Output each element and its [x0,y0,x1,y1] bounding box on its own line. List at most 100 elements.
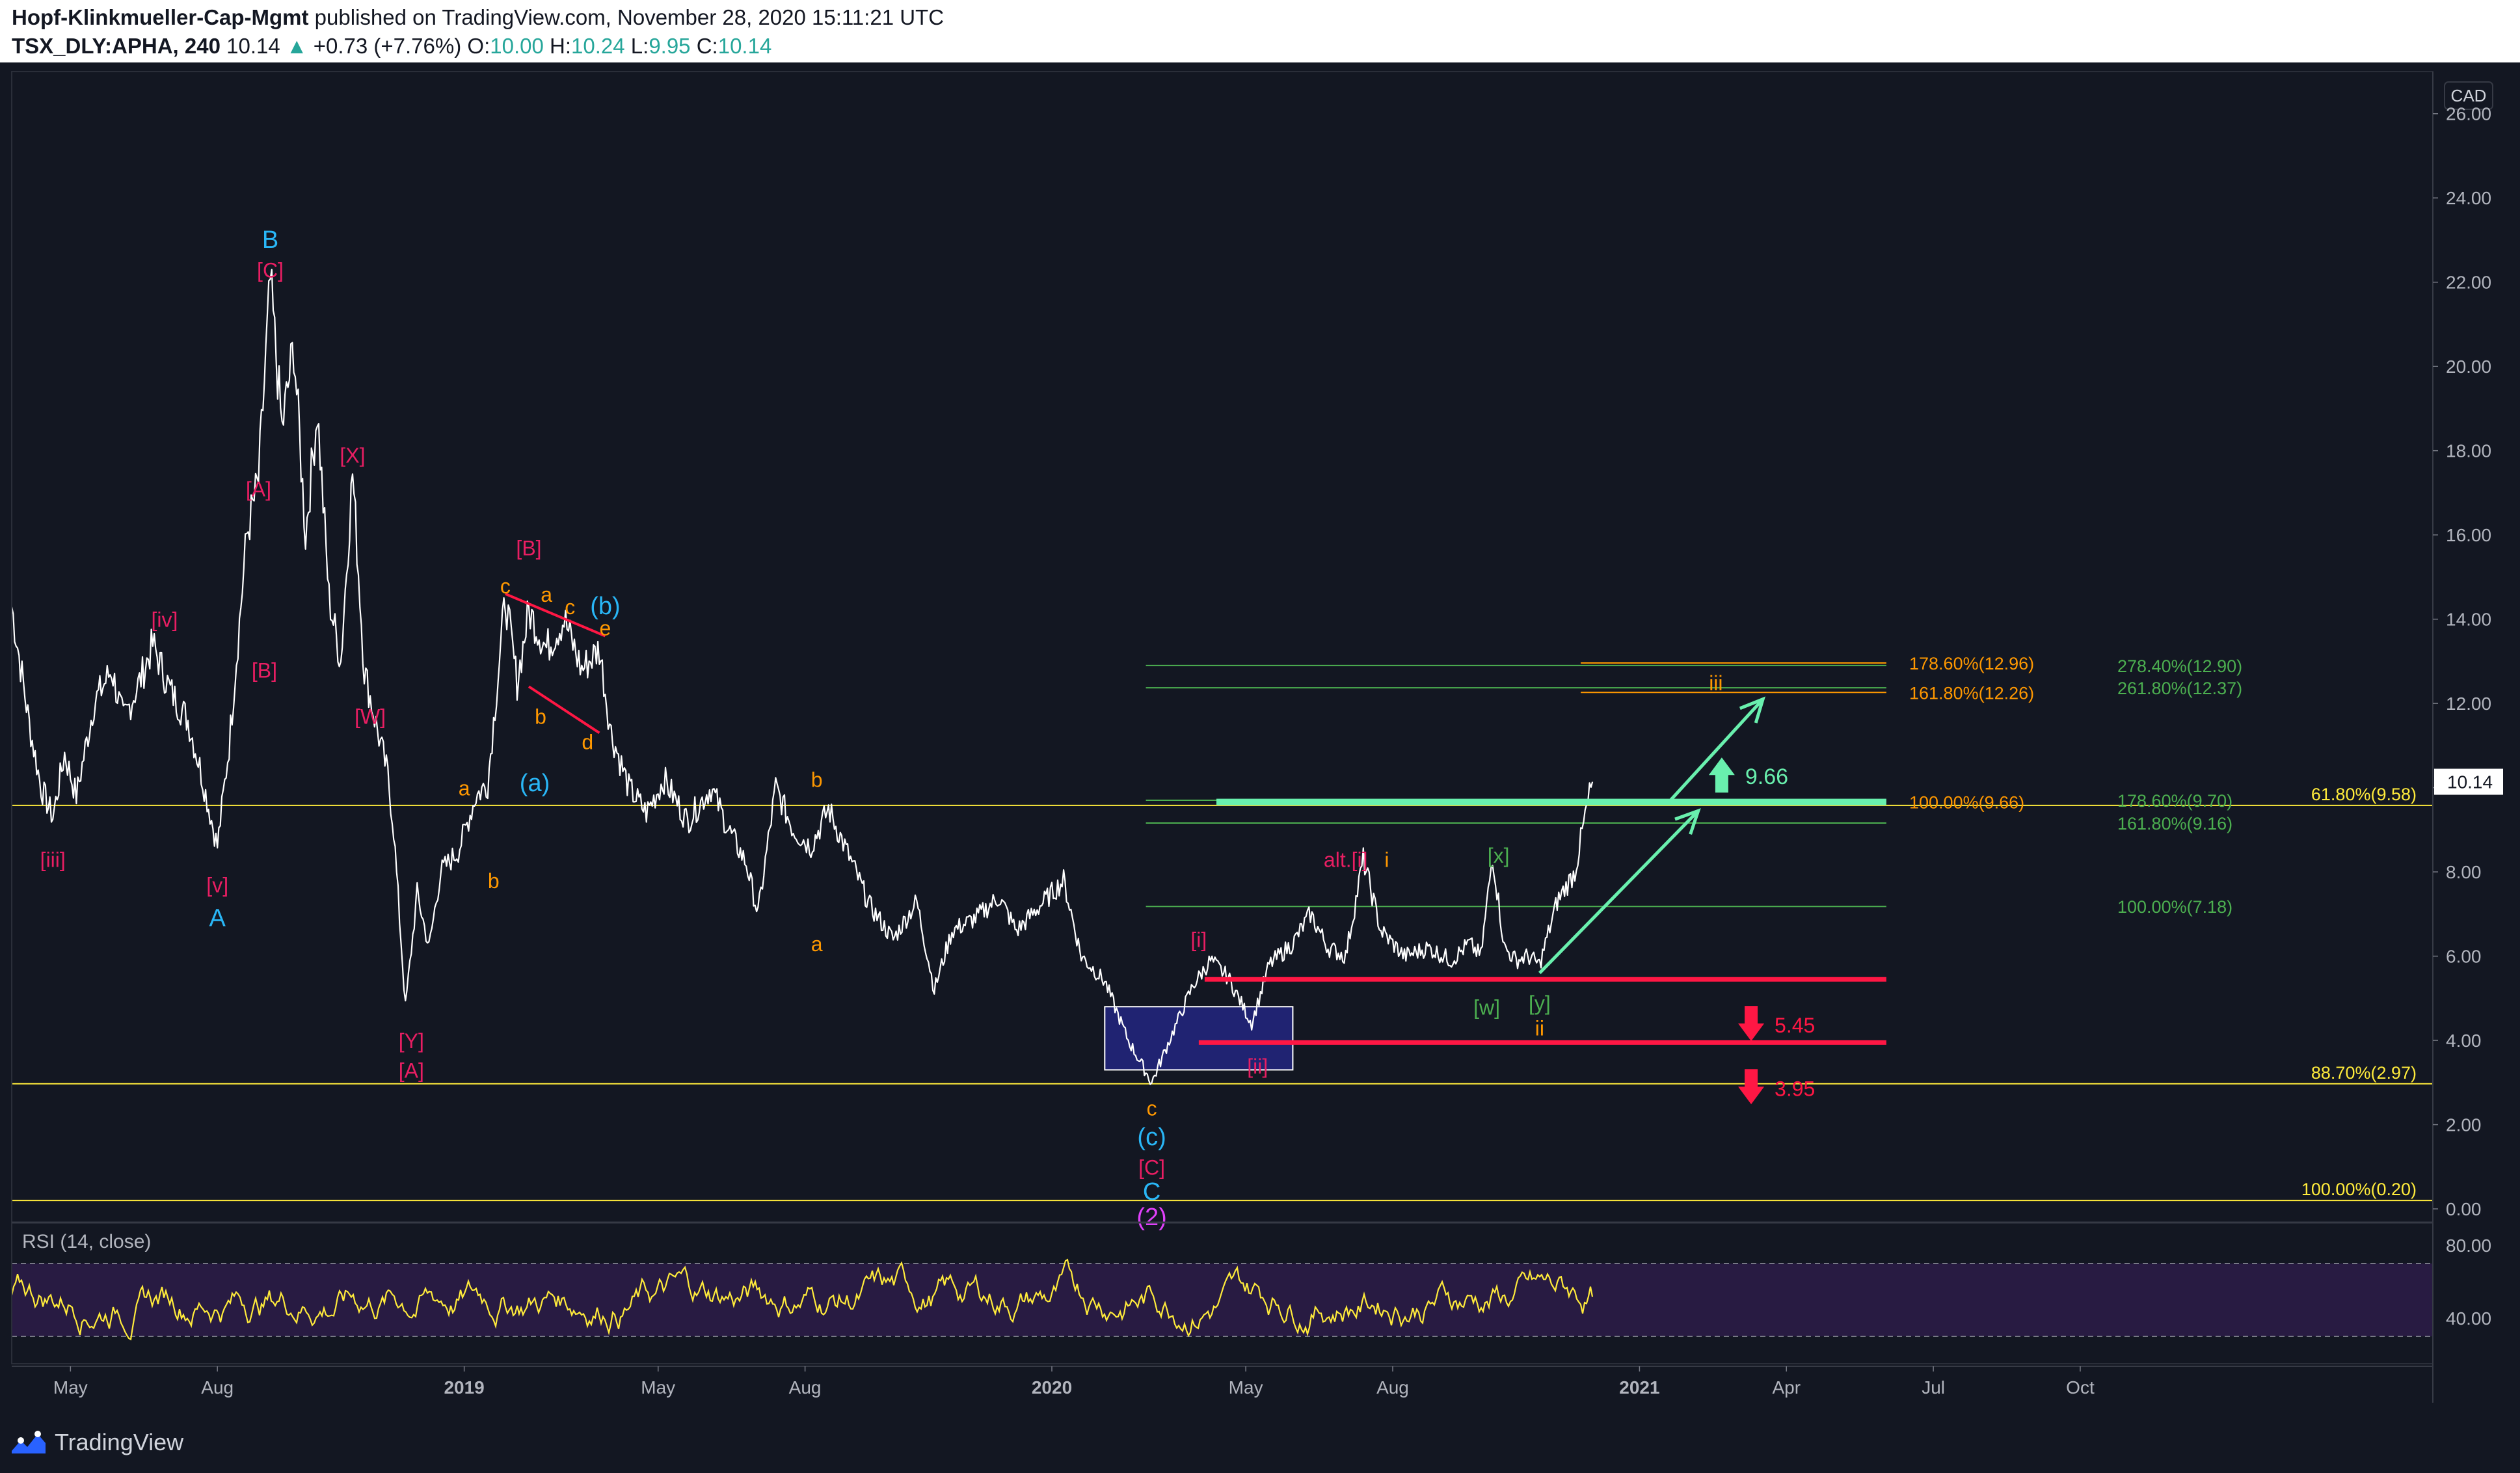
wave-label: e [600,617,611,640]
fib-level-label: 100.00%(0.20) [2301,1180,2417,1199]
wave-label: C [1143,1178,1160,1206]
wave-label: [iii] [40,848,66,872]
low-label: L: [630,34,649,58]
price-axis-tick: 6.00 [2446,947,2482,967]
time-axis-tick: 2021 [1619,1377,1659,1398]
green-fib-label: 178.60%(9.70) [2117,791,2232,811]
author-name[interactable]: Hopf-Klinkmueller-Cap-Mgmt [12,5,309,29]
fib-level-label: 88.70%(2.97) [2311,1063,2417,1083]
green-fib-label: 100.00%(7.18) [2117,897,2232,917]
currency-box[interactable] [2444,81,2493,110]
time-axis-tick: May [641,1377,675,1398]
projection-arrow-2-head [1739,696,1766,723]
time-axis-tick: Oct [2066,1377,2095,1398]
wave-label: [i] [1190,928,1207,952]
wave-label: [iv] [151,608,178,632]
wave-label: i [1384,848,1389,872]
down-arrow-icon [1738,1006,1765,1042]
price-axis-tick: 22.00 [2446,273,2491,293]
time-axis-tick: 2019 [444,1377,484,1398]
high-value: 10.24 [571,34,625,58]
price-axis-tick: 4.00 [2446,1031,2482,1051]
wave-label: iii [1709,671,1722,695]
projection-arrow-1[interactable] [1538,809,1700,975]
wave-label: [B] [516,537,541,560]
wave-label: c [1147,1097,1157,1120]
wave-label: (c) [1137,1124,1166,1151]
rsi-axis-tick: 40.00 [2446,1308,2491,1329]
time-axis-tick: Aug [1376,1377,1409,1398]
wave-label: c [565,595,575,619]
wave-label: [A] [246,478,271,501]
last-price-label: 10.14 [2447,772,2493,792]
last-price-marker [2434,768,2503,795]
target-down-label: 5.45 [1775,1014,1815,1037]
wave-label: b [488,869,500,893]
green-fib-label: 261.80%(12.37) [2117,679,2242,698]
open-label: O: [467,34,490,58]
wave-label: [X] [340,444,365,467]
wave-label: a [811,932,823,956]
target-up-label: 9.66 [1745,764,1788,789]
wave-label: B [262,226,278,254]
rsi-band [12,1264,2433,1336]
time-axis-tick: Jul [1922,1377,1945,1398]
up-arrow-icon [1708,757,1735,793]
wave-label: [y] [1529,992,1551,1015]
low-value: 9.95 [649,34,691,58]
wave-label: (a) [520,770,550,797]
up-triangle-icon: ▲ [286,34,308,58]
wave-label: [ii] [1247,1055,1268,1078]
orange-fib-label: 100.00%(9.66) [1909,793,2024,813]
close-value: 10.14 [717,34,772,58]
price-axis-tick: 18.00 [2446,441,2491,461]
time-axis-tick: Aug [201,1377,234,1398]
wave-label: [W] [355,705,386,729]
wave-label: [C] [257,258,284,282]
wave-label: a [459,777,470,800]
price-axis-tick: 24.00 [2446,188,2491,208]
wave-label: a [541,583,552,606]
time-axis-tick: Apr [1772,1377,1801,1398]
wave-label: [w] [1473,995,1500,1019]
wave-label: c [500,574,511,598]
time-axis-tick: May [53,1377,88,1398]
tradingview-logo-icon[interactable] [9,1427,48,1459]
fib-level-label: 61.80%(9.58) [2311,785,2417,804]
rsi-label: RSI (14, close) [22,1231,151,1252]
rsi-line[interactable] [10,1258,1594,1341]
wave-label: [Y] [399,1029,424,1053]
wave-label: b [811,768,823,792]
wave-label: (2) [1136,1204,1166,1231]
down-arrow-icon [1738,1069,1765,1105]
footer: TradingView [0,1413,2520,1473]
publish-info: Hopf-Klinkmueller-Cap-Mgmt published on … [12,5,944,30]
wave-label: A [209,904,226,932]
last-price: 10.14 [226,34,280,58]
tradingview-brand[interactable]: TradingView [55,1429,184,1455]
time-axis-tick: May [1229,1377,1263,1398]
published-text: published on TradingView.com, November 2… [314,5,945,29]
triangle-lower-trendline[interactable] [528,685,600,735]
projection-arrow-1-head [1674,808,1701,835]
price-axis-tick: 12.00 [2446,694,2491,714]
orange-fib-label: 161.80%(12.26) [1909,683,2034,703]
wave-label: (b) [590,593,620,620]
price-axis-tick: 2.00 [2446,1115,2482,1135]
projection-arrow-2[interactable] [1667,697,1764,804]
triangle-upper-trendline[interactable] [505,592,606,638]
symbol-info: TSX_DLY:APHA, 240 10.14 ▲ +0.73 (+7.76%)… [12,34,771,59]
price-series-line[interactable] [10,269,1594,1085]
wave-label: ii [1535,1017,1544,1040]
high-label: H: [550,34,572,58]
wave-label: [v] [206,874,228,897]
green-fib-label: 278.40%(12.90) [2117,656,2242,676]
open-value: 10.00 [490,34,544,58]
symbol-label[interactable]: TSX_DLY:APHA, 240 [12,34,221,58]
price-axis-tick: 16.00 [2446,525,2491,545]
green-fib-label: 161.80%(9.16) [2117,814,2232,833]
target-down-label: 3.95 [1775,1077,1815,1100]
price-axis-tick: 26.00 [2446,104,2491,124]
price-chart[interactable]: 61.80%(9.58) 88.70%(2.97) 100.00%(0.20) 278… [0,62,2520,1413]
rsi-axis-tick: 80.00 [2446,1236,2491,1256]
